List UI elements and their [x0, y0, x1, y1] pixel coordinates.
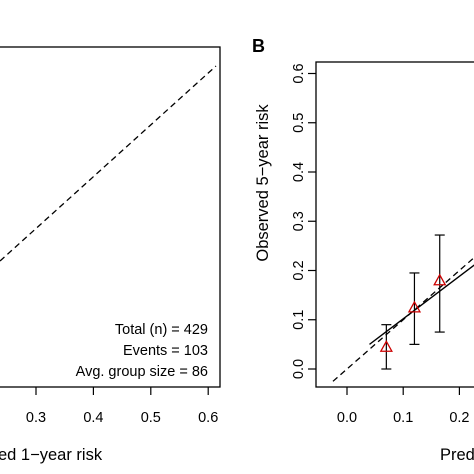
panel-b-y-ticks: 0.0 0.1 0.2 0.3 0.4 0.5 0.6 [291, 63, 316, 379]
panel-b-x-tick-label: 0.2 [449, 410, 469, 426]
panel-b-x-axis-label: Pred [440, 446, 474, 464]
panel-b-y-axis-label: Observed 5−year risk [254, 104, 272, 262]
panel-b-letter: B [252, 36, 265, 56]
panel-a-plot-frame [0, 46, 221, 388]
panel-a-x-tick-label: 0.3 [26, 410, 46, 426]
panel-b-reference-line [332, 256, 474, 382]
panel-b-points [379, 234, 447, 370]
panel-b-y-tick-label: 0.5 [291, 113, 307, 133]
panel-a-x-tick-label: 0.5 [141, 410, 161, 426]
panel-b: B 0.0 0.1 0.2 0.3 0.4 0.5 0.6 0.0 0.1 0.2 Observ… [252, 36, 474, 464]
panel-a-annotation-events: Events = 103 [123, 343, 208, 359]
panel-b-y-tick-label: 0.0 [291, 359, 307, 379]
panel-b-y-tick-label: 0.1 [291, 310, 307, 330]
panel-b-y-tick-label: 0.3 [291, 211, 307, 231]
panel-b-y-tick-label: 0.6 [291, 63, 307, 83]
panel-b-x-tick-label: 0.0 [337, 410, 357, 426]
panel-a-x-tick-label: 0.4 [83, 410, 103, 426]
panel-a-x-ticks: 0.3 0.4 0.5 0.6 [26, 387, 218, 426]
panel-b-point-marker [407, 300, 422, 313]
panel-b-fit-line [369, 264, 474, 345]
panel-b-x-ticks: 0.0 0.1 0.2 [337, 387, 469, 426]
panel-b-y-tick-label: 0.2 [291, 260, 307, 280]
panel-b-y-tick-label: 0.4 [291, 162, 307, 182]
panel-b-point-marker [379, 339, 393, 352]
panel-a-annotation-group-size: Avg. group size = 86 [76, 364, 208, 380]
panel-a-x-axis-label: ed 1−year risk [0, 446, 103, 464]
panel-a: 0.3 0.4 0.5 0.6 Total (n) = 429 Events = 10… [0, 46, 221, 464]
panel-a-x-tick-label: 0.6 [198, 410, 218, 426]
panel-b-point-marker [433, 273, 447, 286]
panel-a-reference-line [0, 65, 217, 262]
panel-a-annotation-total: Total (n) = 429 [115, 322, 208, 338]
panel-b-x-tick-label: 0.1 [393, 410, 413, 426]
panel-b-plot-frame [315, 61, 474, 388]
